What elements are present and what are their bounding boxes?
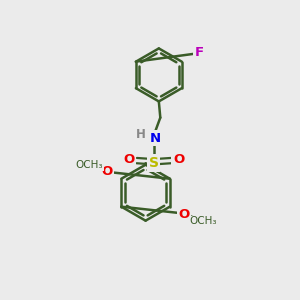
- Text: F: F: [195, 46, 204, 59]
- Text: S: S: [149, 156, 159, 170]
- Text: O: O: [173, 153, 184, 166]
- Text: H: H: [136, 128, 146, 141]
- Text: O: O: [102, 165, 113, 178]
- Text: O: O: [124, 153, 135, 166]
- Text: OCH₃: OCH₃: [189, 216, 217, 226]
- Text: O: O: [178, 208, 190, 221]
- Text: N: N: [150, 132, 161, 145]
- Text: OCH₃: OCH₃: [76, 160, 103, 170]
